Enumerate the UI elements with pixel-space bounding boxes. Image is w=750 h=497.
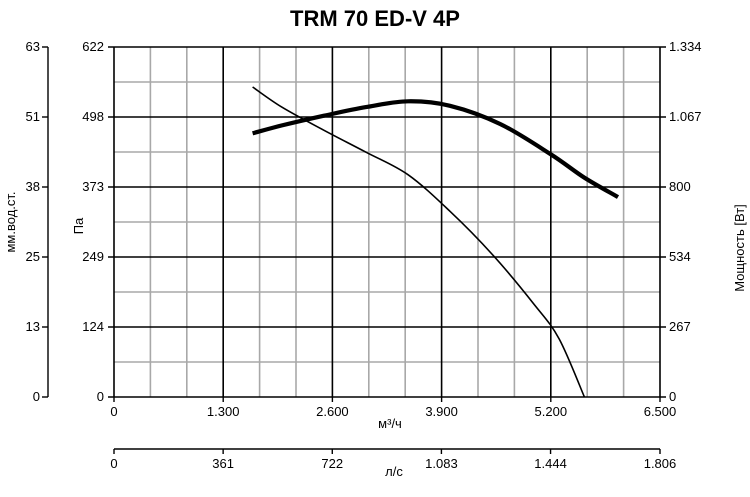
y-tick-label: 124	[82, 319, 104, 334]
y-right-tick-label: 0	[669, 389, 676, 404]
outer-y-tick-label: 51	[26, 109, 40, 124]
outer-y-tick-label: 0	[33, 389, 40, 404]
outer-y-tick-label: 25	[26, 249, 40, 264]
y-right-axis-label: Мощность [Вт]	[732, 204, 747, 292]
major-grid	[108, 47, 666, 397]
x-tick-label: 0	[110, 404, 117, 419]
y-tick-label: 622	[82, 39, 104, 54]
power-curve	[252, 99, 620, 199]
y-tick-label: 498	[82, 109, 104, 124]
y-right-tick-label: 267	[669, 319, 691, 334]
x2-tick-label: 361	[212, 456, 234, 471]
x2-axis-label: л/с	[385, 464, 403, 479]
x2-tick-label: 0	[110, 456, 117, 471]
y-axis-label: Па	[71, 217, 86, 234]
chart-title: TRM 70 ED-V 4P	[290, 6, 460, 31]
y-tick-label: 249	[82, 249, 104, 264]
series-layer	[252, 86, 620, 398]
pressure-curve	[252, 86, 586, 398]
x2-tick-label: 1.806	[644, 456, 677, 471]
minor-grid	[114, 47, 660, 397]
tick-labels: 0 13 25 38 51 63 0 124 249 373 498 622 0 267 534 800 1.0…	[26, 39, 702, 471]
outer-y-tick-label: 13	[26, 319, 40, 334]
y-right-tick-label: 534	[669, 249, 691, 264]
y-tick-label: 373	[82, 179, 104, 194]
plot-frame	[42, 46, 666, 454]
x-tick-label: 6.500	[644, 404, 677, 419]
x2-tick-label: 1.083	[425, 456, 458, 471]
x-tick-label: 3.900	[425, 404, 458, 419]
y-right-tick-label: 800	[669, 179, 691, 194]
y-outer-axis-label: мм.вод.ст.	[3, 191, 18, 252]
outer-y-tick-label: 63	[26, 39, 40, 54]
x2-tick-label: 722	[321, 456, 343, 471]
y-right-tick-label: 1.334	[669, 39, 702, 54]
x2-tick-label: 1.444	[534, 456, 567, 471]
x-tick-label: 5.200	[535, 404, 568, 419]
outer-y-tick-label: 38	[26, 179, 40, 194]
x-tick-label: 1.300	[207, 404, 240, 419]
x-tick-label: 2.600	[316, 404, 349, 419]
y-tick-label: 0	[97, 389, 104, 404]
y-right-tick-label: 1.067	[669, 109, 702, 124]
x-axis-label: м³/ч	[378, 416, 402, 431]
